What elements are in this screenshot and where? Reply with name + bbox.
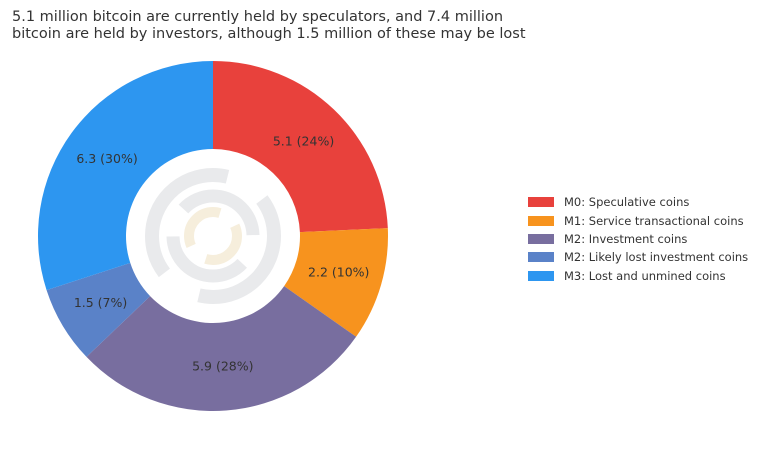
- legend-item: M1: Service transactional coins: [528, 211, 748, 229]
- slice-labels: 5.1 (24%) 2.2 (10%) 5.9 (28%) 1.5 (7%) 6.3 (…: [74, 133, 370, 373]
- legend-label: M0: Speculative coins: [564, 195, 690, 210]
- legend-swatch: [528, 215, 554, 226]
- slice-label: 5.9 (28%): [192, 359, 253, 374]
- legend-label: M1: Service transactional coins: [564, 213, 744, 228]
- slice-label: 2.2 (10%): [308, 265, 369, 280]
- legend-swatch: [528, 252, 554, 263]
- legend-label: M2: Likely lost investment coins: [564, 250, 749, 265]
- slice-m3-lost-and-unmined-coins: [37, 61, 213, 291]
- slice-label: 1.5 (7%): [74, 295, 127, 310]
- slice-label: 6.3 (30%): [76, 151, 137, 166]
- chart-title-line-1: 5.1 million bitcoin are currently held b…: [12, 9, 504, 25]
- legend-swatch: [528, 270, 554, 281]
- legend-item: M2: Investment coins: [528, 230, 748, 248]
- legend-swatch: [528, 197, 554, 208]
- legend-item: M3: Lost and unmined coins: [528, 267, 748, 285]
- legend-label: M3: Lost and unmined coins: [564, 268, 726, 283]
- slice-m1-service-transactional-coins: [284, 228, 388, 337]
- slice-m0-speculative-coins: [213, 61, 388, 233]
- slice-m2-likely-lost-investment-coins: [46, 262, 151, 357]
- slice-m2-investment-coins: [86, 286, 357, 412]
- slice-label: 5.1 (24%): [273, 133, 334, 148]
- chart-title-line-2: bitcoin are held by investors, although …: [12, 26, 526, 42]
- legend-item: M2: Likely lost investment coins: [528, 248, 748, 266]
- legend: M0: Speculative coins M1: Service transa…: [528, 193, 748, 285]
- center-logo-icon: [145, 168, 281, 304]
- legend-swatch: [528, 233, 554, 244]
- legend-label: M2: Investment coins: [564, 231, 688, 246]
- donut-slices: [37, 61, 388, 412]
- legend-item: M0: Speculative coins: [528, 193, 748, 211]
- chart-title: 5.1 million bitcoin are currently held b…: [12, 9, 572, 43]
